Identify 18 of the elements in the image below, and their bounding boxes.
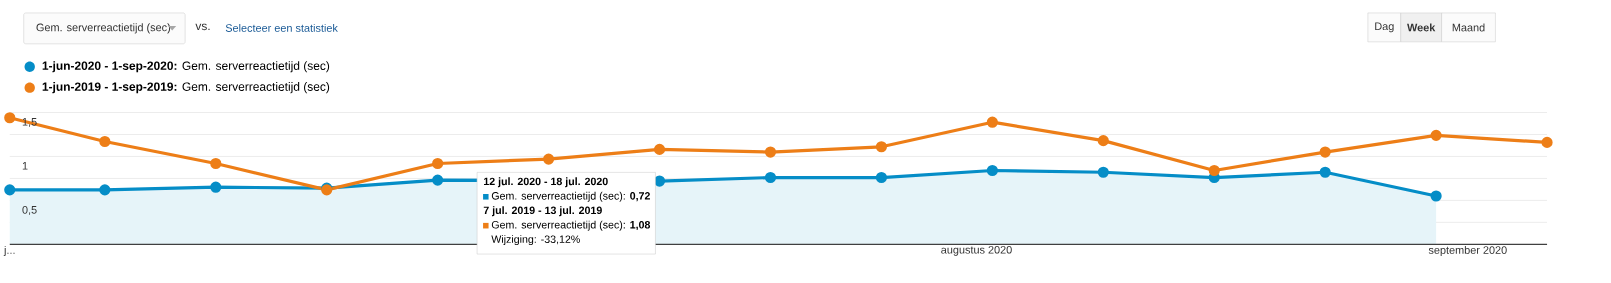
x-tick-label: j...	[3, 245, 15, 257]
text: Maand	[1452, 23, 1485, 32]
text: Gem. serverreactietijd (sec)	[36, 23, 171, 34]
x-tick-label: september 2020	[1428, 245, 1507, 257]
x-tick-label: augustus 2020	[941, 245, 1012, 256]
y-tick-label: 0,5	[22, 205, 37, 215]
annotation: Wijziging: -33,12%	[491, 235, 580, 246]
annotation: 12 jul. 2020 - 18 jul. 2020	[484, 177, 608, 188]
text: Selecteer een statistiek	[225, 23, 338, 32]
annotation: Gem. serverreactietijd (sec): 1,08	[491, 220, 651, 231]
text: vs.	[195, 23, 210, 31]
annotation: Gem. serverreactietijd (sec): 0,72	[491, 191, 650, 202]
legend-label: 1-jun-2019 - 1-sep-2019: Gem. serverreactietijd (sec)	[42, 82, 330, 94]
text: Dag	[1375, 22, 1394, 33]
annotation: 7 jul. 2019 - 13 jul. 2019	[483, 206, 602, 217]
legend-label: 1-jun-2020 - 1-sep-2020: Gem. serverreactietijd (sec)	[42, 61, 330, 73]
y-tick-label: 1	[22, 162, 28, 170]
text: Week	[1407, 23, 1436, 32]
